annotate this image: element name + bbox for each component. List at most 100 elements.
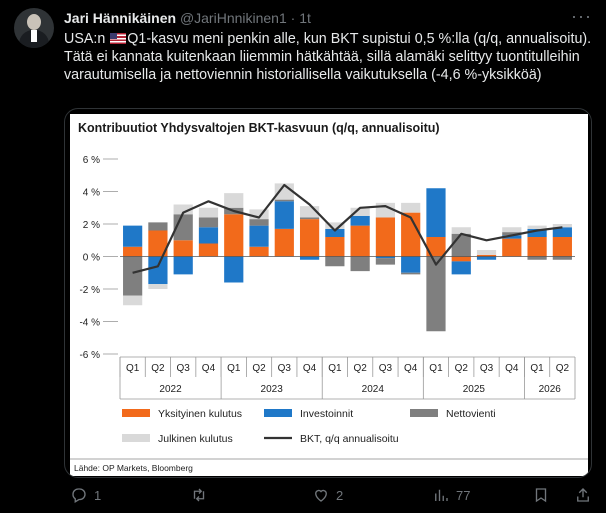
x-tick-label: Q1: [328, 363, 342, 374]
y-tick-label: -4 %: [79, 318, 100, 329]
like-count: 2: [336, 487, 344, 503]
bar-segment: [502, 238, 522, 257]
bar-segment: [502, 232, 522, 236]
bar-segment: [325, 222, 345, 229]
bar-segment: [274, 228, 294, 257]
bar-segment: [401, 272, 421, 275]
bar-segment: [451, 227, 471, 234]
bar-segment: [451, 261, 471, 275]
more-horizontal-icon[interactable]: ···: [571, 6, 592, 26]
heart-icon: [315, 489, 327, 502]
x-tick-label: Q4: [505, 363, 519, 374]
bar-segment: [224, 256, 244, 283]
bar-segment: [123, 246, 143, 257]
reply-icon: [72, 488, 86, 503]
bar-segment: [325, 228, 345, 237]
avatar-head: [27, 14, 41, 30]
tweet-time[interactable]: 1t: [299, 10, 311, 26]
retweet-button[interactable]: [190, 486, 214, 504]
bar-segment: [350, 225, 370, 257]
bar-segment: [173, 240, 193, 257]
bar-segment: [527, 225, 547, 229]
bar-segment: [552, 237, 572, 257]
views-button[interactable]: 77: [432, 486, 470, 504]
bar-segment: [401, 256, 421, 273]
y-tick-label: 2 %: [83, 220, 100, 231]
x-tick-label: Q2: [556, 363, 570, 374]
bar-segment: [249, 219, 269, 226]
bar-segment: [198, 207, 219, 218]
legend-swatch: [122, 409, 150, 417]
bar-segment: [502, 235, 522, 239]
bar-segment: [249, 209, 269, 220]
bar-segment: [552, 256, 572, 260]
y-tick-label: 4 %: [83, 188, 100, 199]
x-tick-label: Q4: [404, 363, 418, 374]
x-tick-label: Q3: [177, 363, 191, 374]
year-label: 2024: [362, 384, 385, 395]
bar-segment: [375, 256, 396, 259]
author-handle[interactable]: @JariHnnikinen1: [179, 10, 287, 26]
year-label: 2023: [261, 384, 284, 395]
bar-segment: [249, 225, 269, 247]
legend-label: Nettovienti: [446, 408, 496, 420]
bar-segment: [375, 217, 396, 257]
bar-segment: [527, 256, 547, 260]
legend-swatch: [264, 409, 292, 417]
bookmark-icon: [535, 488, 547, 503]
views-icon: [435, 489, 448, 501]
tweet-text: USA:n Q1-kasvu meni penkin alle, kun BKT…: [64, 30, 594, 84]
bar-segment: [173, 204, 193, 215]
bar-segment: [198, 227, 219, 244]
x-tick-label: Q4: [303, 363, 317, 374]
source-note: Lähde: OP Markets, Bloomberg: [74, 463, 193, 473]
bar-segment: [198, 243, 219, 257]
bar-segment: [476, 254, 497, 257]
bar-segment: [552, 224, 572, 228]
chart-image: Kontribuutiot Yhdysvaltojen BKT-kasvuun …: [70, 114, 588, 476]
bar-segment: [502, 227, 522, 233]
y-tick-label: -2 %: [79, 285, 100, 296]
bar-segment: [426, 237, 446, 257]
x-tick-label: Q3: [480, 363, 494, 374]
legend-label: Julkinen kulutus: [158, 433, 233, 445]
reply-button[interactable]: 1: [70, 486, 101, 504]
avatar-shirt: [31, 30, 37, 42]
reply-count: 1: [94, 487, 102, 503]
share-button[interactable]: [574, 486, 598, 504]
avatar[interactable]: [14, 8, 54, 48]
author-name[interactable]: Jari Hännikäinen: [64, 10, 177, 26]
bar-segment: [274, 199, 294, 202]
bar-segment: [123, 256, 143, 296]
separator-dot: ·: [290, 10, 296, 26]
bar-segment: [451, 233, 471, 257]
bar-segment: [173, 256, 193, 275]
bar-segment: [325, 237, 345, 257]
chart-svg: Kontribuutiot Yhdysvaltojen BKT-kasvuun …: [70, 121, 588, 473]
x-tick-label: Q2: [151, 363, 165, 374]
x-tick-label: Q2: [353, 363, 367, 374]
bar-segment: [476, 250, 497, 255]
x-tick-label: Q1: [429, 363, 443, 374]
bar-segment: [224, 214, 244, 257]
bar-segment: [299, 217, 320, 220]
share-icon: [577, 488, 589, 502]
bar-segment: [299, 256, 320, 260]
bookmark-button[interactable]: [532, 486, 556, 504]
legend-label: Investoinnit: [300, 408, 353, 420]
bar-segment: [148, 230, 168, 257]
x-tick-label: Q1: [227, 363, 241, 374]
bar-segment: [148, 284, 168, 289]
bar-segment: [426, 256, 446, 332]
y-tick-label: -6 %: [79, 350, 100, 361]
bar-segment: [476, 256, 497, 260]
legend-label: Yksityinen kulutus: [158, 408, 242, 420]
bar-segment: [527, 237, 547, 257]
tweet-header: Jari Hännikäinen @JariHnnikinen1 · 1t: [64, 10, 311, 26]
media-card[interactable]: Kontribuutiot Yhdysvaltojen BKT-kasvuun …: [64, 108, 592, 478]
bar-segment: [401, 202, 421, 213]
x-tick-label: Q4: [202, 363, 216, 374]
like-button[interactable]: 2: [312, 486, 343, 504]
year-label: 2025: [463, 384, 486, 395]
